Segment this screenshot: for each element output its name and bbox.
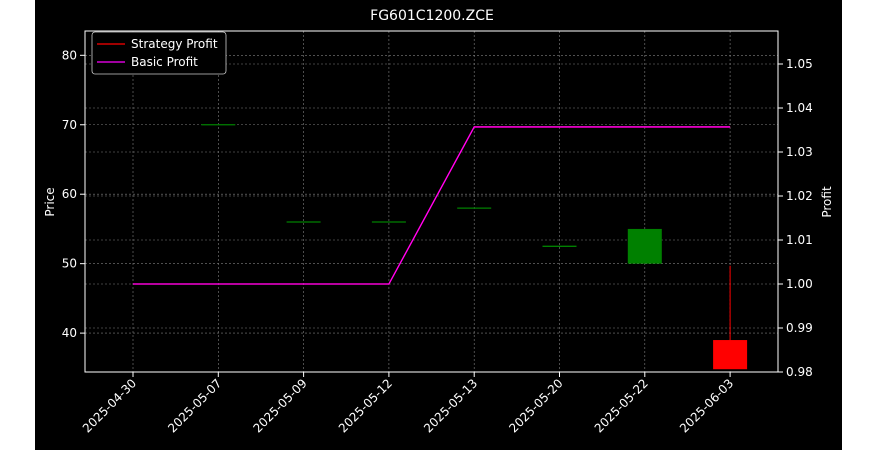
x-tick-label: 2025-05-22 <box>592 376 651 435</box>
candles <box>116 47 748 370</box>
y-tick-label-right: 1.00 <box>786 277 813 291</box>
x-tick-label: 2025-05-20 <box>506 376 565 435</box>
x-tick-label: 2025-04-30 <box>80 376 139 435</box>
y-tick-label-left: 60 <box>62 187 77 201</box>
x-tick-label: 2025-05-09 <box>251 376 310 435</box>
chart-figure: FG601C1200.ZCE 2025-04-30 2025-05-07 2025-… <box>35 0 842 450</box>
axes: 2025-04-30 2025-05-07 2025-05-09 2025-05-12… <box>62 30 813 435</box>
plot-frame <box>84 30 779 373</box>
chart-title: FG601C1200.ZCE <box>370 8 494 24</box>
x-tick-label: 2025-06-03 <box>677 376 736 435</box>
y-tick-label-left: 70 <box>62 118 77 132</box>
profit-lines <box>133 126 731 285</box>
y-tick-label-right: 1.05 <box>786 57 813 71</box>
y-tick-label-right: 1.01 <box>786 233 813 247</box>
grid <box>85 31 778 373</box>
x-tick-label: 2025-05-07 <box>165 376 224 435</box>
y-tick-label-right: 1.04 <box>786 101 813 115</box>
y-tick-label-right: 1.03 <box>786 145 813 159</box>
x-tick-label: 2025-05-13 <box>421 376 480 435</box>
candle-body <box>627 228 662 264</box>
legend-box <box>91 31 227 75</box>
chart-svg: FG601C1200.ZCE 2025-04-30 2025-05-07 2025-… <box>43 8 834 435</box>
basic-profit-line <box>133 126 731 285</box>
x-tick-label: 2025-05-12 <box>336 376 395 435</box>
y-axis-label-left: Price <box>43 187 57 216</box>
y-tick-label-left: 50 <box>62 257 77 271</box>
y-tick-label-right: 1.02 <box>786 189 813 203</box>
y-tick-label-right: 0.98 <box>786 365 813 379</box>
legend: Strategy Profit Basic Profit <box>91 31 227 75</box>
legend-label-basic: Basic Profit <box>131 55 198 69</box>
y-axis-label-right: Profit <box>820 186 834 218</box>
legend-label-strategy: Strategy Profit <box>131 37 218 51</box>
y-tick-label-right: 0.99 <box>786 321 813 335</box>
y-tick-label-left: 40 <box>62 326 77 340</box>
y-tick-label-left: 80 <box>62 48 77 62</box>
candle-body <box>713 340 748 370</box>
